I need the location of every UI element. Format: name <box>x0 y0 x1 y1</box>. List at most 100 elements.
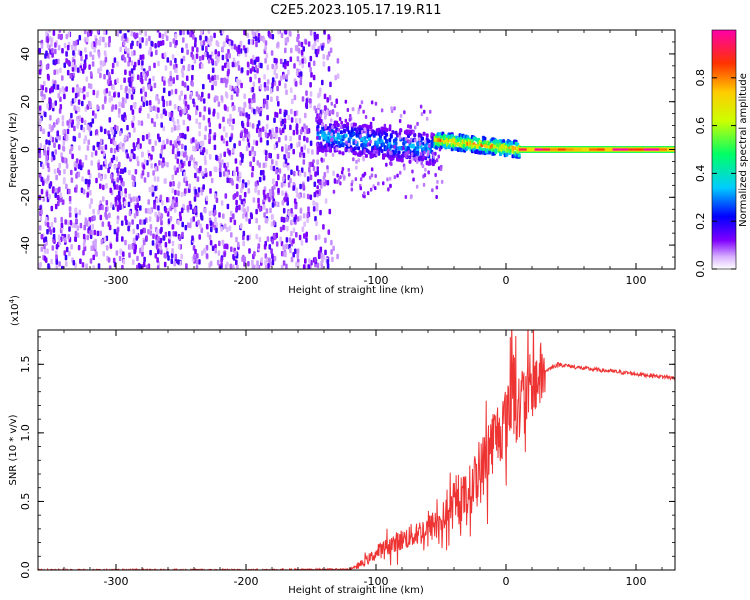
heatmap-cell <box>207 93 211 99</box>
heatmap-cell <box>282 208 286 214</box>
heatmap-cell <box>43 144 46 151</box>
heatmap-cell <box>46 64 49 70</box>
heatmap-cell <box>326 146 330 151</box>
heatmap-cell <box>243 208 247 214</box>
heatmap-cell <box>322 54 325 60</box>
heatmap-cell <box>52 83 56 90</box>
heatmap-cell <box>141 170 145 176</box>
heatmap-cell <box>310 72 313 78</box>
heatmap-cell <box>285 148 288 154</box>
heatmap-cell <box>104 144 108 150</box>
heatmap-cell <box>241 183 245 189</box>
heatmap-cell <box>330 249 333 255</box>
heatmap-cell <box>39 60 42 66</box>
heatmap-cell <box>133 248 136 255</box>
heatmap-cell <box>173 104 177 110</box>
heatmap-cell <box>76 91 80 97</box>
heatmap-cell <box>115 250 119 256</box>
heatmap-cell <box>274 64 277 71</box>
heatmap-cell <box>229 84 232 91</box>
heatmap-cell <box>148 138 151 145</box>
heatmap-cell <box>154 43 157 49</box>
heatmap-cell <box>415 184 419 189</box>
heatmap-cell <box>307 206 310 212</box>
heatmap-cell <box>148 100 152 106</box>
heatmap-cell <box>330 118 333 123</box>
heatmap-cell <box>389 183 392 188</box>
heatmap-cell <box>195 53 199 59</box>
heatmap-cell <box>205 245 209 251</box>
heatmap-cell <box>38 122 41 128</box>
heatmap-cell <box>45 191 49 197</box>
heatmap-cell <box>175 197 178 203</box>
heatmap-cell <box>269 191 272 197</box>
heatmap-cell <box>228 177 232 184</box>
heatmap-cell <box>114 79 117 85</box>
heatmap-cell <box>52 59 56 65</box>
heatmap-cell <box>321 79 324 86</box>
heatmap-cell <box>407 124 410 129</box>
heatmap-cell <box>82 233 86 240</box>
heatmap-cell <box>298 60 302 66</box>
heatmap-cell <box>259 83 263 90</box>
heatmap-cell <box>285 74 289 80</box>
heatmap-cell <box>328 128 331 133</box>
heatmap-cell <box>388 124 392 129</box>
heatmap-cell <box>225 91 228 97</box>
heatmap-cell <box>132 196 136 202</box>
heatmap-cell <box>257 120 261 126</box>
heatmap-cell <box>360 100 364 105</box>
heatmap-cell <box>174 189 177 196</box>
heatmap-cell <box>173 165 177 171</box>
heatmap-cell <box>149 249 152 256</box>
heatmap-cell <box>107 41 111 48</box>
heatmap-cell <box>198 111 202 118</box>
heatmap-cell <box>239 223 243 229</box>
heatmap-cell <box>75 173 78 179</box>
heatmap-cell <box>38 147 41 154</box>
heatmap-cell <box>280 182 284 188</box>
heatmap-cell <box>105 200 109 206</box>
heatmap-cell <box>296 248 300 254</box>
heatmap-cell <box>208 128 212 135</box>
heatmap-cell <box>296 262 300 268</box>
heatmap-cell <box>297 40 301 47</box>
heatmap-cell <box>257 189 260 196</box>
heatmap-cell <box>139 54 143 61</box>
heatmap-cell <box>236 78 239 84</box>
heatmap-cell <box>241 122 245 129</box>
heatmap-cell <box>279 75 283 81</box>
heatmap-cell <box>255 217 258 224</box>
heatmap-cell <box>260 257 263 263</box>
heatmap-cell <box>105 245 109 251</box>
heatmap-cell <box>150 163 153 169</box>
heatmap-cell <box>40 188 44 195</box>
heatmap-cell <box>127 61 130 67</box>
heatmap-cell <box>155 113 159 119</box>
heatmap-cell <box>194 42 197 48</box>
heatmap-cell <box>211 67 215 73</box>
heatmap-cell <box>213 32 216 39</box>
heatmap-cell <box>71 66 75 72</box>
heatmap-cell <box>72 135 76 142</box>
heatmap-cell <box>171 187 174 194</box>
heatmap-cell <box>194 37 197 43</box>
heatmap-cell <box>151 191 155 197</box>
heatmap-cell <box>76 105 79 111</box>
heatmap-cell <box>113 184 117 190</box>
heatmap-cell <box>142 101 146 107</box>
heatmap-cell <box>164 178 167 184</box>
heatmap-cell <box>87 221 90 227</box>
heatmap-cell <box>161 33 165 40</box>
heatmap-cell <box>147 84 151 90</box>
heatmap-cell <box>162 125 165 132</box>
heatmap-cell <box>195 91 199 97</box>
heatmap-cell <box>390 162 393 166</box>
heatmap-cell <box>339 181 342 186</box>
heatmap-cell <box>232 264 235 269</box>
heatmap-cell <box>96 90 100 96</box>
heatmap-cell <box>83 224 86 231</box>
heatmap-cell <box>222 213 225 219</box>
heatmap-cell <box>185 188 189 194</box>
heatmap-cell <box>276 95 279 102</box>
